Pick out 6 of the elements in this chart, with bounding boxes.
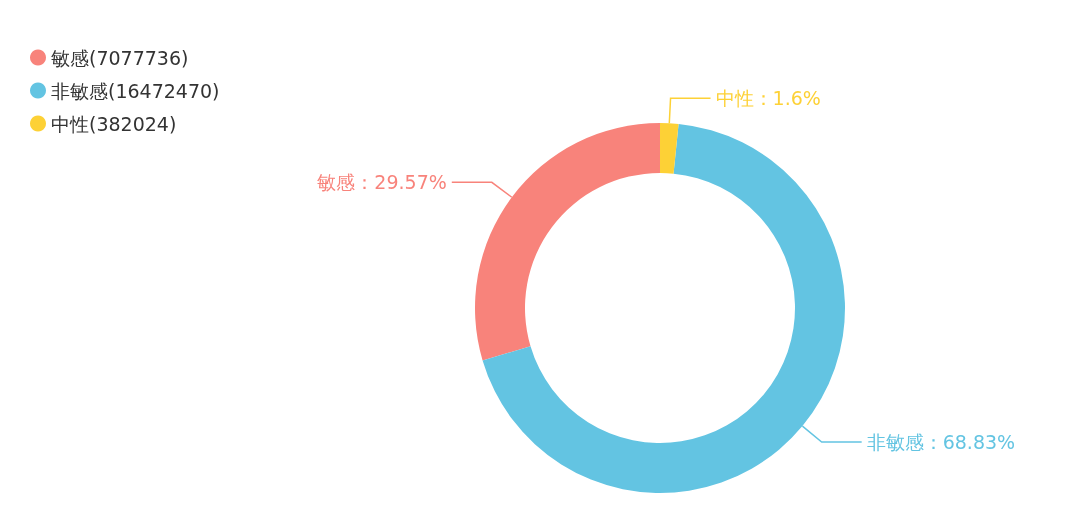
data-label: 非敏感：68.83% bbox=[866, 431, 1016, 454]
legend-label: 敏感(7077736) bbox=[51, 46, 189, 69]
data-label: 敏感：29.57% bbox=[317, 171, 447, 194]
data-label: 中性：1.6% bbox=[715, 87, 821, 110]
legend-label: 非敏感(16472470) bbox=[51, 79, 220, 102]
legend-label: 中性(382024) bbox=[51, 112, 177, 135]
